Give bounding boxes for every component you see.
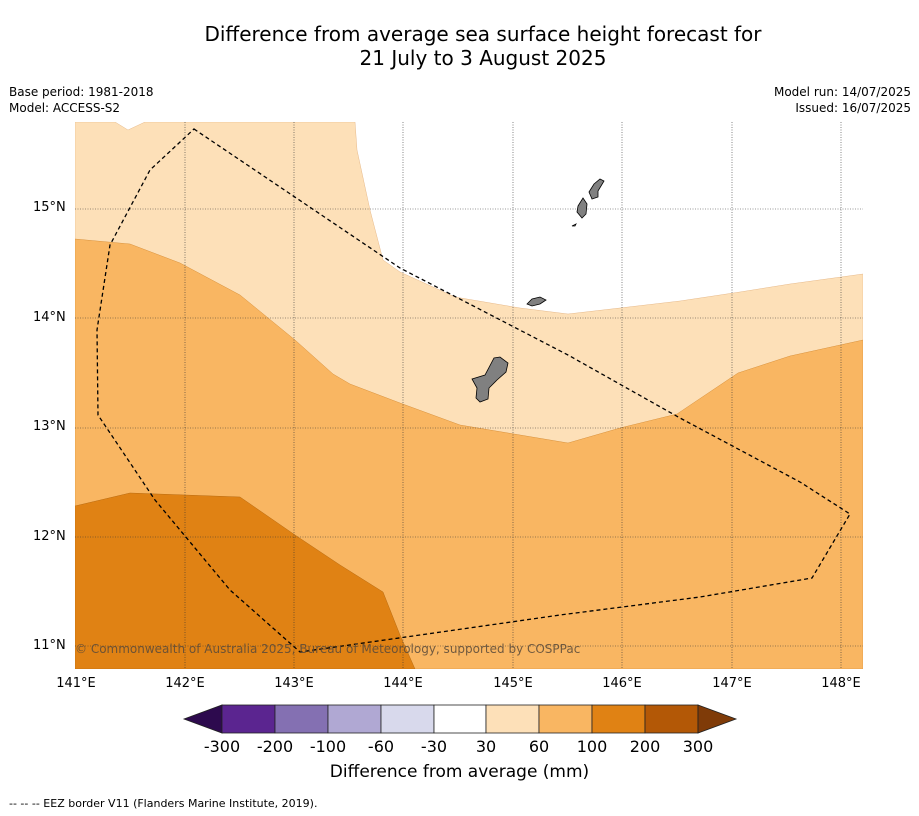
colorbar-label: -60 bbox=[367, 737, 395, 756]
title-line-1: Difference from average sea surface heig… bbox=[204, 22, 762, 46]
eez-border bbox=[96, 128, 851, 653]
colorbar-label: 30 bbox=[475, 737, 497, 756]
lon-tick-146e: 146°E bbox=[602, 676, 642, 691]
contour-field bbox=[75, 122, 863, 669]
lat-tick-15n: 15°N bbox=[33, 200, 66, 215]
colorbar-swatch bbox=[538, 704, 593, 734]
chart-title: Difference from average sea surface heig… bbox=[0, 22, 919, 70]
lat-tick-14n: 14°N bbox=[33, 310, 66, 325]
aguijan-islet bbox=[571, 223, 577, 227]
colorbar-label: 300 bbox=[682, 737, 714, 756]
lon-tick-148e: 148°E bbox=[821, 676, 861, 691]
meta-right: Model run: 14/07/2025 Issued: 16/07/2025 bbox=[774, 84, 911, 116]
colorbar-title: Difference from average (mm) bbox=[329, 762, 590, 782]
eez-legend-note: -- -- -- EEZ border V11 (Flanders Marine… bbox=[9, 797, 318, 810]
colorbar-swatch bbox=[380, 704, 435, 734]
colorbar-swatch bbox=[591, 704, 646, 734]
lat-tick-12n: 12°N bbox=[33, 529, 66, 544]
colorbar bbox=[182, 704, 738, 734]
lon-tick-145e: 145°E bbox=[493, 676, 533, 691]
lon-tick-142e: 142°E bbox=[165, 676, 205, 691]
lon-tick-141e: 141°E bbox=[56, 676, 96, 691]
colorbar-swatch bbox=[274, 704, 329, 734]
colorbar-swatch bbox=[644, 704, 699, 734]
colorbar-label: -100 bbox=[309, 737, 347, 756]
lat-tick-13n: 13°N bbox=[33, 419, 66, 434]
colorbar-swatch bbox=[485, 704, 540, 734]
lon-tick-147e: 147°E bbox=[712, 676, 752, 691]
model-run: Model run: 14/07/2025 bbox=[773, 85, 911, 99]
model-name: Model: ACCESS-S2 bbox=[9, 101, 121, 115]
colorbar-swatch bbox=[433, 704, 487, 734]
lat-tick-11n: 11°N bbox=[33, 638, 66, 653]
colorbar-label: -300 bbox=[203, 737, 241, 756]
issued-date: Issued: 16/07/2025 bbox=[795, 101, 911, 115]
guam-island bbox=[471, 356, 509, 403]
colorbar-swatch bbox=[221, 704, 276, 734]
colorbar-label: -30 bbox=[420, 737, 448, 756]
rota-island bbox=[526, 296, 547, 307]
saipan-island bbox=[588, 178, 605, 200]
base-period: Base period: 1981-2018 bbox=[9, 85, 154, 99]
colorbar-extend-low bbox=[182, 704, 223, 734]
colorbar-label: 200 bbox=[629, 737, 661, 756]
meta-left: Base period: 1981-2018 Model: ACCESS-S2 bbox=[9, 84, 154, 116]
land-islands bbox=[471, 178, 605, 403]
title-line-2: 21 July to 3 August 2025 bbox=[359, 46, 607, 70]
colorbar-label: -200 bbox=[256, 737, 294, 756]
colorbar-extend-high bbox=[697, 704, 738, 734]
copyright-notice: © Commonwealth of Australia 2025, Bureau… bbox=[75, 642, 581, 656]
colorbar-label: 60 bbox=[528, 737, 550, 756]
colorbar-swatch bbox=[327, 704, 382, 734]
colorbar-label: 100 bbox=[576, 737, 608, 756]
lon-tick-143e: 143°E bbox=[274, 676, 314, 691]
lon-tick-144e: 144°E bbox=[383, 676, 423, 691]
tinian-island bbox=[576, 197, 588, 219]
gridlines bbox=[75, 122, 863, 669]
